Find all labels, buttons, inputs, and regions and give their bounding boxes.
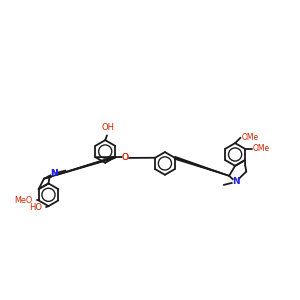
Circle shape [52,171,56,176]
Text: N: N [232,177,239,186]
Circle shape [233,179,238,184]
Text: OMe: OMe [242,133,259,142]
Text: OMe: OMe [252,144,269,153]
Text: MeO: MeO [14,196,32,205]
Text: N: N [50,169,58,178]
Polygon shape [174,157,229,176]
Polygon shape [44,156,115,179]
Circle shape [123,155,127,160]
Text: HO: HO [29,202,42,211]
Text: OH: OH [101,123,114,132]
Text: N: N [50,169,58,178]
Text: O: O [122,153,129,162]
Text: O: O [122,153,129,162]
